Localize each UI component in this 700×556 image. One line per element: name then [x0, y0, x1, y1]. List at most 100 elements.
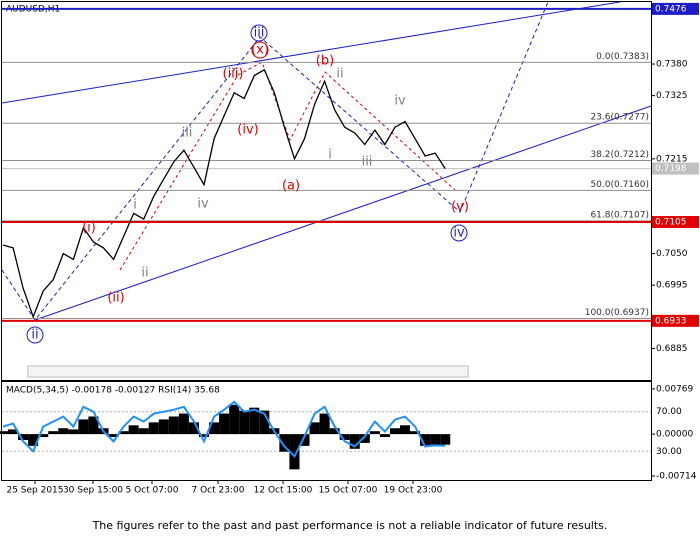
wave-path: [119, 61, 456, 271]
price-line: [2, 68, 446, 319]
level-tag: [652, 314, 699, 327]
wave-label: iii: [182, 126, 193, 141]
macd-bar: [68, 429, 79, 435]
wave-label: iii: [254, 26, 265, 41]
wave-path: [1, 1, 549, 321]
rsi-line: [2, 400, 446, 458]
y-tick-label: 0.6995: [656, 281, 688, 291]
macd-bar: [379, 434, 390, 438]
x-tick-label: 25 Sep 2015: [6, 486, 63, 496]
macd-bar: [198, 434, 210, 438]
y-tick-label: 0.7380: [656, 60, 688, 70]
level-tag: [652, 216, 699, 229]
macd-bar: [108, 434, 119, 438]
x-tick-label: 7 Oct 23:00: [192, 486, 245, 496]
macd-bar: [410, 431, 421, 435]
wave-label: (v): [451, 200, 469, 215]
wave-label: iii: [362, 155, 373, 170]
level-label: 0.6933: [655, 316, 687, 326]
macd-bar: [178, 413, 189, 435]
fib-label: 61.8(0.7107): [590, 210, 649, 220]
wave-circle: [26, 326, 44, 344]
wave-label: (iii): [223, 67, 244, 82]
level-tag: [652, 162, 699, 175]
y-tick-label: -0.00714: [656, 472, 697, 482]
trend-line: [34, 105, 652, 321]
macd-bar: [359, 434, 370, 443]
macd-bar: [420, 434, 431, 446]
level-tag: [652, 2, 699, 15]
fib-label: 23.6(0.7277): [590, 113, 649, 123]
macd-bar: [38, 434, 49, 438]
wave-label: i: [133, 198, 137, 213]
toolbar-strip: [27, 365, 469, 378]
macd-bar: [28, 434, 39, 446]
macd-bar: [349, 434, 360, 449]
macd-bar: [389, 428, 400, 435]
macd-bar: [289, 434, 300, 470]
macd-bar: [259, 410, 270, 435]
macd-bar: [430, 434, 441, 445]
trend-lines: [1, 1, 652, 321]
level-label: 0.7476: [655, 4, 687, 14]
macd-bar: [0, 431, 9, 435]
y-tick-label: 0.00000: [656, 430, 693, 440]
wave-label: ii: [336, 67, 343, 82]
fib-label: 50.0(0.7160): [590, 180, 649, 190]
disclaimer: The figures refer to the past and past p…: [92, 519, 608, 532]
macd-bar: [168, 416, 179, 435]
macd-bar: [18, 434, 29, 440]
wave-label: iv: [453, 226, 465, 241]
fib-label: 100.0(0.6937): [585, 308, 649, 318]
y2-tick-label: 30.00: [656, 447, 682, 457]
wave-circle: [450, 224, 468, 242]
wave-label: (b): [316, 54, 334, 69]
macd-bar: [118, 431, 129, 435]
macd-bar: [78, 419, 89, 435]
macd-bar: [48, 431, 59, 435]
fib-label: 0.0(0.7383): [596, 52, 649, 62]
wave-label: (a): [282, 179, 300, 194]
macd-bar: [128, 425, 139, 435]
y-tick-label: 0.00769: [656, 384, 693, 394]
macd-bar: [329, 428, 340, 435]
price-panel: [1, 1, 652, 381]
indicator-panel: [1, 381, 652, 481]
wave-circle: [251, 41, 269, 59]
wave-label: iv: [197, 197, 209, 212]
y2-tick-label: 70.00: [656, 407, 682, 417]
macd-bar: [8, 429, 19, 435]
level-label: 0.7105: [655, 218, 687, 228]
wave-label: (iv): [237, 123, 258, 138]
macd-bar: [209, 422, 220, 435]
wave-circle: [250, 24, 268, 42]
x-tick-label: 15 Oct 07:00: [319, 486, 378, 496]
macd-bar: [58, 428, 69, 435]
macd-bar: [299, 434, 310, 446]
macd-bar: [440, 434, 451, 445]
macd-bar: [138, 428, 149, 435]
y-tick-label: 0.7325: [656, 91, 688, 101]
x-tick-label: 12 Oct 15:00: [254, 486, 313, 496]
x-tick-label: 19 Oct 23:00: [384, 486, 443, 496]
wave-label: (i): [82, 221, 96, 236]
macd-bar: [399, 425, 411, 435]
y-tick-label: 0.7215: [656, 154, 688, 164]
wave-label: ii: [141, 266, 148, 281]
trend-line: [1, 1, 621, 104]
y-tick-label: 0.7050: [656, 249, 688, 259]
macd-bar: [339, 434, 350, 440]
macd-bar: [148, 422, 159, 435]
y-tick-label: 0.6885: [656, 344, 688, 354]
wave-label: (x): [251, 43, 269, 58]
macd-bar: [239, 410, 250, 435]
macd-bar: [229, 404, 240, 435]
wave-label: ii: [31, 328, 38, 343]
macd-bar: [279, 434, 290, 452]
indicator-title: MACD(5,34,5) -0.00178 -0.00127 RSI(14) 3…: [6, 386, 220, 396]
wave-label: (ii): [107, 291, 124, 306]
macd-bar: [188, 422, 199, 435]
macd-bar: [88, 416, 99, 435]
fib-label: 38.2(0.7212): [590, 150, 649, 160]
